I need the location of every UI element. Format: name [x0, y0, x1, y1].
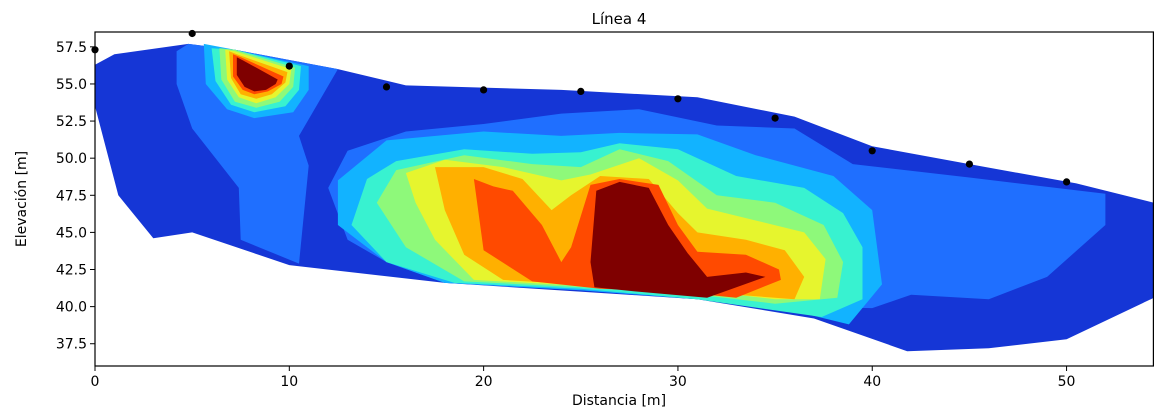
electrode-point: [188, 29, 196, 38]
x-tick-label: 50: [1058, 374, 1076, 390]
x-tick-label: 0: [91, 374, 100, 390]
y-tick-label: 47.5: [56, 188, 87, 204]
y-tick-label: 55.0: [56, 77, 87, 93]
x-tick-label: 30: [669, 374, 687, 390]
x-tick-label: 20: [475, 374, 493, 390]
electrode-point: [771, 114, 779, 122]
x-axis: 0 10 20 30 40 50: [91, 366, 1076, 390]
electrode-point: [965, 160, 974, 168]
y-tick-label: 57.5: [56, 40, 87, 56]
contour-region-level-9: [590, 181, 766, 298]
x-tick-label: 40: [863, 374, 881, 390]
plot-frame: [94, 31, 1154, 367]
contour-field: [95, 43, 1154, 352]
y-tick-label: 50.0: [56, 151, 87, 167]
y-tick-label: 37.5: [56, 337, 87, 353]
y-tick-label: 52.5: [56, 114, 87, 130]
chart-title: Línea 4: [592, 10, 647, 28]
electrode-point: [577, 87, 585, 95]
y-tick-label: 40.0: [56, 300, 87, 316]
x-axis-title: Distancia [m]: [572, 393, 666, 409]
y-axis: 37.5 40.0 42.5 45.0 47.5 50.0 52.5 55.0 57.5: [56, 40, 95, 353]
electrode-point: [285, 62, 293, 70]
electrode-point: [868, 147, 876, 155]
electrode-markers: [91, 29, 1071, 186]
y-tick-label: 42.5: [56, 263, 87, 279]
electrode-point: [674, 95, 682, 103]
electrode-point: [382, 83, 391, 91]
contour-region-level-9: [236, 57, 278, 92]
y-tick-label: 45.0: [56, 225, 87, 241]
y-axis-title: Elevación [m]: [14, 151, 30, 247]
x-tick-label: 10: [280, 374, 298, 390]
electrode-point: [1063, 178, 1071, 186]
electrode-point: [480, 86, 488, 94]
